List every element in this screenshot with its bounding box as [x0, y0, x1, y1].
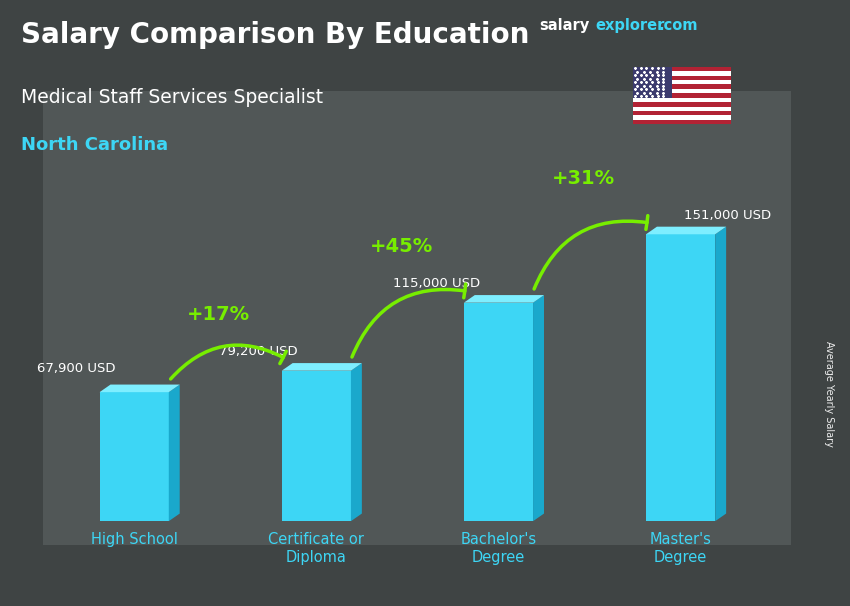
Bar: [633, 107, 731, 111]
Bar: [633, 76, 731, 80]
Text: Medical Staff Services Specialist: Medical Staff Services Specialist: [21, 88, 323, 107]
Text: North Carolina: North Carolina: [21, 136, 168, 155]
Polygon shape: [169, 385, 179, 521]
Text: 151,000 USD: 151,000 USD: [684, 209, 772, 222]
Bar: [464, 302, 533, 521]
Bar: [99, 392, 169, 521]
Text: Average Yearly Salary: Average Yearly Salary: [824, 341, 834, 447]
Text: +17%: +17%: [187, 305, 251, 324]
Bar: [646, 235, 715, 521]
Polygon shape: [533, 295, 544, 521]
Bar: [633, 80, 731, 84]
Bar: [633, 98, 731, 102]
Bar: [633, 67, 672, 98]
Bar: [633, 102, 731, 107]
Text: +31%: +31%: [552, 169, 615, 188]
Bar: [633, 89, 731, 93]
Text: 67,900 USD: 67,900 USD: [37, 362, 116, 375]
Text: 79,200 USD: 79,200 USD: [219, 345, 298, 358]
Text: .com: .com: [659, 18, 698, 33]
Text: Salary Comparison By Education: Salary Comparison By Education: [21, 21, 530, 49]
Polygon shape: [351, 363, 362, 521]
Text: explorer: explorer: [595, 18, 665, 33]
Bar: [633, 111, 731, 115]
Bar: [633, 93, 731, 98]
Bar: [633, 84, 731, 89]
Bar: [633, 120, 731, 124]
Polygon shape: [464, 295, 544, 302]
Polygon shape: [99, 385, 179, 392]
Bar: [633, 71, 731, 76]
Polygon shape: [646, 227, 726, 235]
Text: +45%: +45%: [370, 238, 433, 256]
Bar: [633, 67, 731, 71]
Polygon shape: [715, 227, 726, 521]
Bar: [633, 115, 731, 120]
Bar: [281, 371, 351, 521]
Text: salary: salary: [540, 18, 590, 33]
Text: 115,000 USD: 115,000 USD: [393, 278, 480, 290]
Polygon shape: [281, 363, 362, 371]
